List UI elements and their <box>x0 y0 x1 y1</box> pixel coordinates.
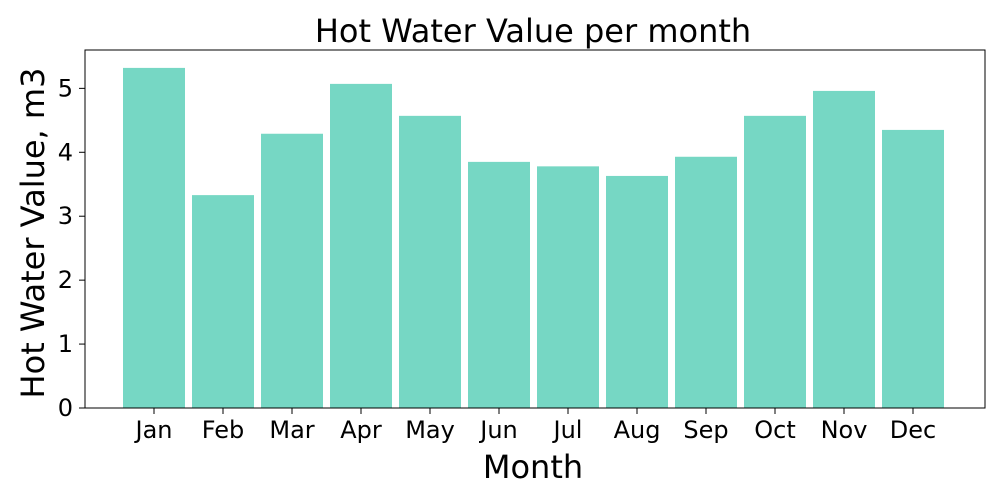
y-tick-label-0: 0 <box>58 394 73 422</box>
plot-frame <box>84 49 986 409</box>
x-tick-label-may: May <box>405 416 455 444</box>
bar-feb <box>192 195 254 408</box>
x-axis-label: Month <box>483 448 583 486</box>
x-tick-label-dec: Dec <box>890 416 936 444</box>
bar-apr <box>330 83 392 408</box>
x-tick-label-apr: Apr <box>340 416 382 444</box>
bar-dec <box>882 129 944 409</box>
y-tick-label-2: 2 <box>58 266 73 294</box>
bar-jul <box>537 166 599 408</box>
y-tick-label-1: 1 <box>58 330 73 358</box>
bar-jun <box>468 161 530 408</box>
x-tick-label-mar: Mar <box>269 416 314 444</box>
x-tick-label-sep: Sep <box>683 416 728 444</box>
y-tick-label-5: 5 <box>58 74 73 102</box>
y-tick-label-3: 3 <box>58 202 73 230</box>
x-tick-label-jan: Jan <box>134 416 173 444</box>
bar-mar <box>261 133 323 408</box>
bar-aug <box>606 175 668 408</box>
x-tick-label-jun: Jun <box>478 416 518 444</box>
x-tick-label-nov: Nov <box>821 416 868 444</box>
bars <box>123 67 944 409</box>
x-axis-ticks: Jan Feb Mar Apr May Jun Jul Aug Sep Oct Nov Dec <box>134 408 936 444</box>
bar-nov <box>813 90 875 409</box>
chart-title: Hot Water Value per month <box>315 12 751 50</box>
x-tick-label-oct: Oct <box>754 416 796 444</box>
bar-jan <box>123 67 185 409</box>
bar-sep <box>675 156 737 408</box>
x-tick-label-aug: Aug <box>614 416 661 444</box>
x-tick-label-jul: Jul <box>552 416 583 444</box>
y-tick-label-4: 4 <box>58 138 73 166</box>
bar-may <box>399 115 461 408</box>
y-axis-ticks: 0 1 2 3 4 5 <box>58 74 85 422</box>
x-tick-label-feb: Feb <box>202 416 245 444</box>
y-axis-label: Hot Water Value, m3 <box>14 68 52 399</box>
bar-oct <box>744 115 806 408</box>
